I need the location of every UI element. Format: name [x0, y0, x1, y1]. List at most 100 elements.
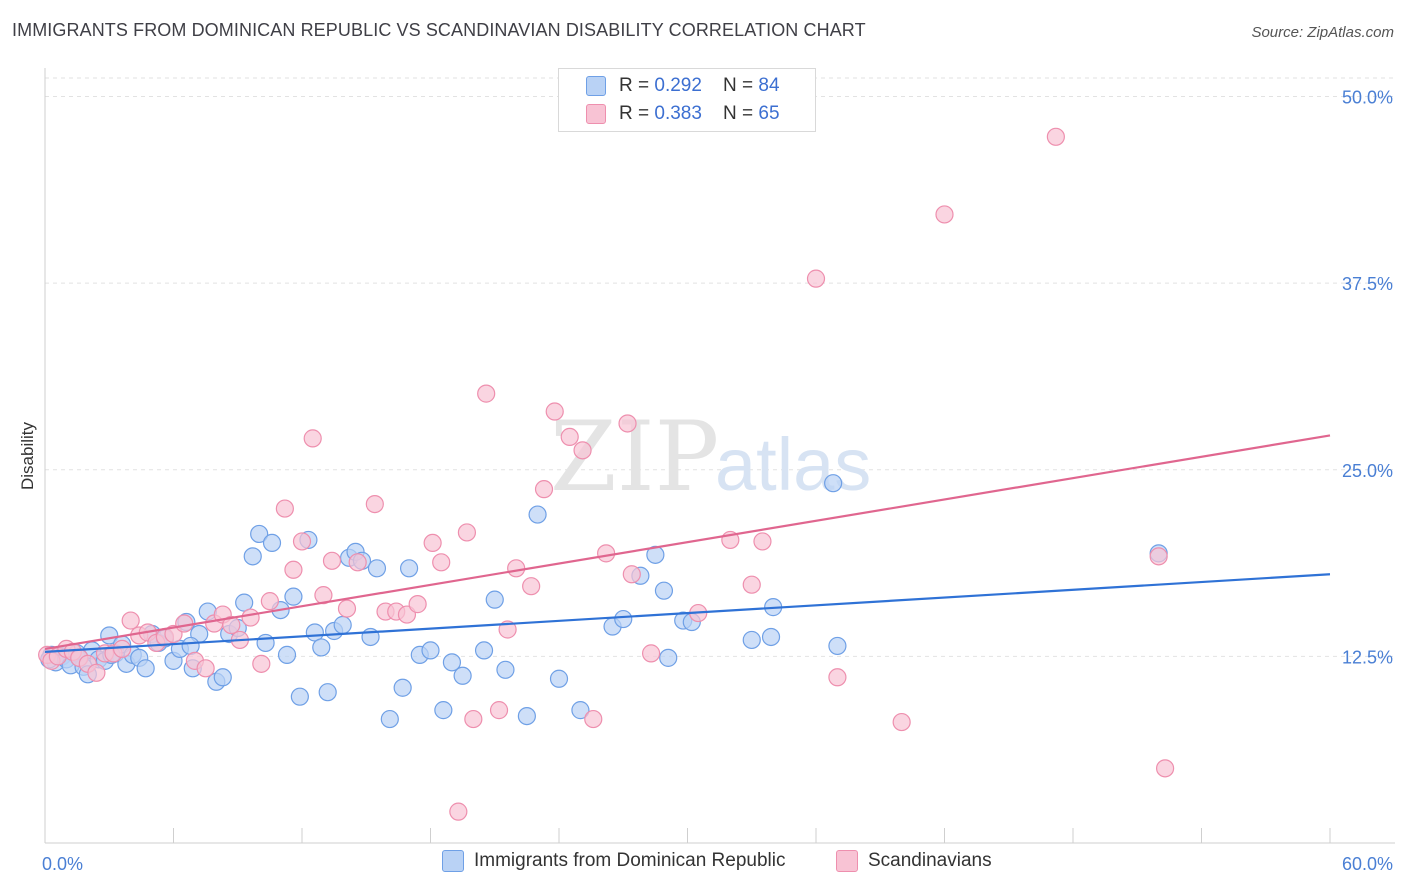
trend-line [44, 573, 1331, 653]
axes [44, 68, 1395, 844]
data-point [464, 709, 483, 729]
data-point [181, 636, 200, 656]
r-label: R = [619, 75, 655, 96]
data-point [622, 565, 641, 584]
n-label: N = [723, 75, 759, 96]
legend-swatch-pink [586, 104, 606, 124]
data-point [641, 644, 661, 663]
data-point [545, 402, 564, 421]
data-point [1155, 759, 1175, 778]
data-point [489, 701, 509, 720]
data-point [453, 666, 472, 685]
data-point [348, 553, 367, 572]
y-tick-label: 50.0% [1342, 88, 1393, 108]
data-point [614, 609, 633, 629]
data-point [432, 553, 451, 572]
data-point [597, 544, 616, 563]
data-point [742, 575, 761, 594]
data-point [252, 654, 271, 673]
data-point [534, 480, 554, 499]
legend-swatch-pink [836, 850, 858, 872]
data-point [303, 429, 322, 448]
r-label: R = [619, 103, 655, 124]
data-point [646, 545, 665, 564]
data-point [549, 669, 569, 688]
data-point [277, 645, 297, 664]
data-point [753, 532, 772, 551]
n-value: 84 [758, 75, 780, 96]
data-point [522, 577, 541, 596]
data-point [318, 683, 337, 702]
data-point [485, 590, 504, 609]
data-point [560, 427, 579, 447]
data-point [112, 639, 132, 659]
chart-title: IMMIGRANTS FROM DOMINICAN REPUBLIC VS SC… [12, 20, 866, 40]
data-point [507, 559, 526, 578]
data-point [474, 641, 494, 660]
data-point [292, 532, 312, 551]
data-point [213, 668, 232, 687]
data-point [121, 611, 140, 630]
y-tick-label: 25.0% [1342, 461, 1393, 481]
data-point [517, 706, 536, 726]
y-tick-label: 12.5% [1342, 647, 1393, 667]
watermark: ZIP atlas [550, 401, 871, 513]
data-point [528, 505, 547, 524]
data-point [824, 474, 843, 493]
gridlines [45, 77, 1395, 657]
r-value: 0.383 [654, 103, 702, 124]
r-value: 0.292 [654, 75, 702, 96]
legend-swatch-blue [586, 76, 606, 96]
data-point [241, 608, 260, 627]
data-point [457, 523, 477, 542]
data-point [477, 384, 496, 403]
data-point [1149, 547, 1168, 566]
data-point [584, 709, 603, 729]
x-tick-label: 0.0% [42, 854, 83, 874]
data-point [275, 499, 294, 518]
data-point [935, 205, 954, 224]
stats-row-dominican: R = 0.292 N = 84 [586, 73, 780, 99]
data-point [806, 269, 826, 288]
data-point [365, 494, 384, 514]
data-point [262, 533, 282, 553]
data-point [196, 659, 215, 678]
data-point [260, 592, 279, 611]
data-point [828, 668, 847, 687]
data-point [892, 712, 911, 732]
data-point [496, 660, 515, 679]
data-point [87, 663, 106, 682]
data-point [256, 633, 275, 653]
trend-line [44, 434, 1331, 650]
legend-label-scandinavians: Scandinavians [868, 850, 992, 871]
data-point [442, 653, 462, 672]
data-point [367, 559, 387, 578]
data-point [284, 560, 303, 579]
data-point [175, 614, 194, 633]
x-tick-label: 60.0% [1342, 854, 1393, 874]
watermark-atlas: atlas [715, 423, 871, 506]
data-point [828, 636, 847, 656]
data-point [250, 524, 269, 544]
n-label: N = [723, 103, 759, 124]
data-point [243, 547, 262, 566]
tick-labels: 12.5% 25.0% 37.5% 50.0% 0.0% 60.0% [42, 88, 1393, 875]
data-point [399, 559, 419, 578]
data-point [423, 533, 442, 553]
data-point [571, 701, 590, 720]
data-point [434, 701, 453, 720]
y-tick-label: 37.5% [1342, 274, 1393, 294]
data-point [312, 638, 331, 657]
data-point [573, 441, 592, 460]
legend-item-scandinavians: Scandinavians [836, 850, 992, 872]
data-point [222, 615, 241, 635]
data-point [322, 551, 342, 570]
data-point [742, 630, 761, 650]
data-point [659, 648, 678, 667]
data-point [654, 581, 674, 600]
legend-item-dominican: Immigrants from Dominican Republic [442, 850, 786, 872]
data-point [393, 678, 412, 697]
data-point [449, 802, 468, 821]
data-point [761, 627, 781, 647]
